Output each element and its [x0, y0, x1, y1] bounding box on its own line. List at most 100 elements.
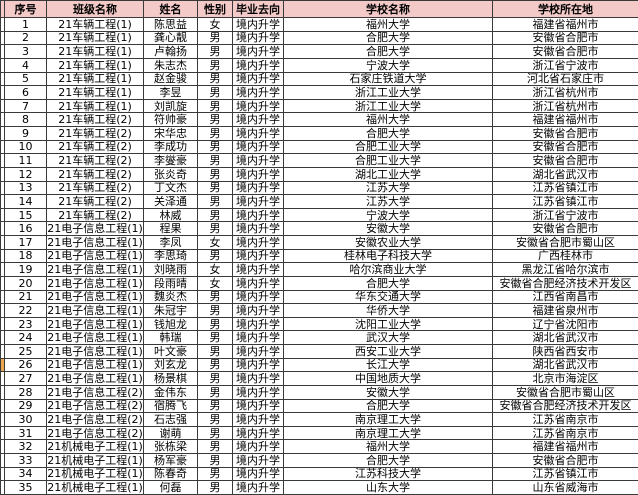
cell-gender[interactable]: 男 — [197, 480, 233, 495]
cell-index[interactable]: 18 — [4, 248, 47, 264]
cell-school-name[interactable]: 石家庄铁道大学 — [283, 71, 493, 87]
cell-school-location[interactable]: 安徽省合肥市 — [492, 139, 638, 155]
cell-school-location[interactable]: 福建省福州市 — [492, 17, 638, 32]
cell-class-name[interactable]: 21电子信息工程(1) — [46, 344, 144, 359]
cell-index[interactable]: 23 — [4, 316, 47, 332]
cell-gender[interactable]: 男 — [197, 316, 233, 332]
cell-school-name[interactable]: 哈尔滨商业大学 — [283, 262, 493, 277]
cell-class-name[interactable]: 21车辆工程(1) — [46, 30, 144, 46]
cell-destination[interactable]: 境内升学 — [232, 384, 284, 400]
cell-gender[interactable]: 男 — [197, 194, 233, 209]
cell-student-name[interactable]: 龚心靓 — [143, 30, 198, 46]
cell-school-location[interactable]: 福建省福州市 — [492, 439, 638, 454]
header-index[interactable]: 序号 — [4, 0, 47, 18]
header-student-name[interactable]: 姓名 — [143, 0, 198, 18]
cell-destination[interactable]: 境内升学 — [232, 194, 284, 209]
cell-school-name[interactable]: 桂林电子科技大学 — [283, 248, 493, 264]
cell-gender[interactable]: 男 — [197, 166, 233, 182]
cell-gender[interactable]: 男 — [197, 112, 233, 127]
cell-index[interactable]: 31 — [4, 425, 47, 441]
cell-gender[interactable]: 女 — [197, 262, 233, 277]
cell-gender[interactable]: 男 — [197, 248, 233, 264]
cell-student-name[interactable]: 杨军豪 — [143, 453, 198, 468]
cell-gender[interactable]: 男 — [197, 384, 233, 400]
cell-destination[interactable]: 境内升学 — [232, 303, 284, 318]
cell-class-name[interactable]: 21电子信息工程(1) — [46, 221, 144, 236]
cell-destination[interactable]: 境内升学 — [232, 316, 284, 332]
cell-gender[interactable]: 男 — [197, 44, 233, 59]
cell-destination[interactable]: 境内升学 — [232, 126, 284, 141]
cell-destination[interactable]: 境内升学 — [232, 166, 284, 182]
cell-index[interactable]: 29 — [4, 398, 47, 414]
cell-gender[interactable]: 男 — [197, 398, 233, 414]
cell-index[interactable]: 3 — [4, 44, 47, 59]
cell-index[interactable]: 10 — [4, 139, 47, 155]
cell-class-name[interactable]: 21车辆工程(1) — [46, 85, 144, 100]
cell-student-name[interactable]: 魏炎杰 — [143, 289, 198, 305]
cell-student-name[interactable]: 谢萌 — [143, 425, 198, 441]
cell-index[interactable]: 12 — [4, 166, 47, 182]
cell-gender[interactable]: 女 — [197, 275, 233, 291]
cell-student-name[interactable]: 叶文豪 — [143, 344, 198, 359]
cell-gender[interactable]: 男 — [197, 180, 233, 196]
cell-school-name[interactable]: 合肥大学 — [283, 275, 493, 291]
cell-school-location[interactable]: 安徽省合肥市 — [492, 221, 638, 236]
cell-gender[interactable]: 男 — [197, 371, 233, 386]
cell-school-name[interactable]: 安徽大学 — [283, 384, 493, 400]
cell-student-name[interactable]: 杨景棋 — [143, 371, 198, 386]
cell-school-name[interactable]: 福州大学 — [283, 17, 493, 32]
cell-student-name[interactable]: 朱冠宇 — [143, 303, 198, 318]
cell-school-name[interactable]: 福州大学 — [283, 439, 493, 454]
cell-class-name[interactable]: 21电子信息工程(1) — [46, 303, 144, 318]
cell-school-location[interactable]: 浙江省宁波市 — [492, 207, 638, 223]
cell-destination[interactable]: 境内升学 — [232, 289, 284, 305]
cell-index[interactable]: 34 — [4, 466, 47, 482]
cell-school-name[interactable]: 南京理工大学 — [283, 412, 493, 427]
cell-school-location[interactable]: 安徽省合肥市 — [492, 153, 638, 168]
cell-destination[interactable]: 境内升学 — [232, 453, 284, 468]
header-school-name[interactable]: 学校名称 — [283, 0, 493, 18]
cell-school-name[interactable]: 西安工业大学 — [283, 344, 493, 359]
cell-class-name[interactable]: 21电子信息工程(2) — [46, 425, 144, 441]
cell-school-name[interactable]: 武汉大学 — [283, 330, 493, 345]
cell-school-name[interactable]: 华侨大学 — [283, 303, 493, 318]
cell-student-name[interactable]: 段雨晴 — [143, 275, 198, 291]
header-school-location[interactable]: 学校所在地 — [492, 0, 638, 18]
cell-index[interactable]: 15 — [4, 207, 47, 223]
cell-destination[interactable]: 境内升学 — [232, 466, 284, 482]
cell-index[interactable]: 4 — [4, 57, 47, 73]
cell-school-location[interactable]: 浙江省宁波市 — [492, 57, 638, 73]
cell-student-name[interactable]: 李燮豪 — [143, 153, 198, 168]
cell-gender[interactable]: 男 — [197, 330, 233, 345]
cell-student-name[interactable]: 何磊 — [143, 480, 198, 495]
cell-index[interactable]: 13 — [4, 180, 47, 196]
cell-destination[interactable]: 境内升学 — [232, 235, 284, 250]
cell-index[interactable]: 30 — [4, 412, 47, 427]
cell-school-name[interactable]: 合肥大学 — [283, 453, 493, 468]
cell-index[interactable]: 28 — [4, 384, 47, 400]
cell-destination[interactable]: 境内升学 — [232, 262, 284, 277]
cell-gender[interactable]: 女 — [197, 235, 233, 250]
cell-gender[interactable]: 男 — [197, 139, 233, 155]
cell-student-name[interactable]: 韩瑞 — [143, 330, 198, 345]
cell-class-name[interactable]: 21车辆工程(2) — [46, 126, 144, 141]
cell-class-name[interactable]: 21机械电子工程(1) — [46, 453, 144, 468]
cell-destination[interactable]: 境内升学 — [232, 98, 284, 114]
cell-school-name[interactable]: 安徽大学 — [283, 221, 493, 236]
cell-school-location[interactable]: 广西桂林市 — [492, 248, 638, 264]
header-destination[interactable]: 毕业去向 — [232, 0, 284, 18]
cell-student-name[interactable]: 李成功 — [143, 139, 198, 155]
cell-school-location[interactable]: 安徽省合肥经济技术开发区 — [492, 398, 638, 414]
cell-destination[interactable]: 境内升学 — [232, 330, 284, 345]
cell-class-name[interactable]: 21电子信息工程(1) — [46, 275, 144, 291]
cell-school-name[interactable]: 浙江工业大学 — [283, 85, 493, 100]
cell-class-name[interactable]: 21车辆工程(2) — [46, 153, 144, 168]
cell-school-location[interactable]: 山东省威海市 — [492, 480, 638, 495]
cell-student-name[interactable]: 李凤 — [143, 235, 198, 250]
cell-school-name[interactable]: 山东大学 — [283, 480, 493, 495]
cell-destination[interactable]: 境内升学 — [232, 425, 284, 441]
header-gender[interactable]: 性别 — [197, 0, 233, 18]
cell-destination[interactable]: 境内升学 — [232, 357, 284, 373]
cell-destination[interactable]: 境内升学 — [232, 248, 284, 264]
cell-school-location[interactable]: 黑龙江省哈尔滨市 — [492, 262, 638, 277]
